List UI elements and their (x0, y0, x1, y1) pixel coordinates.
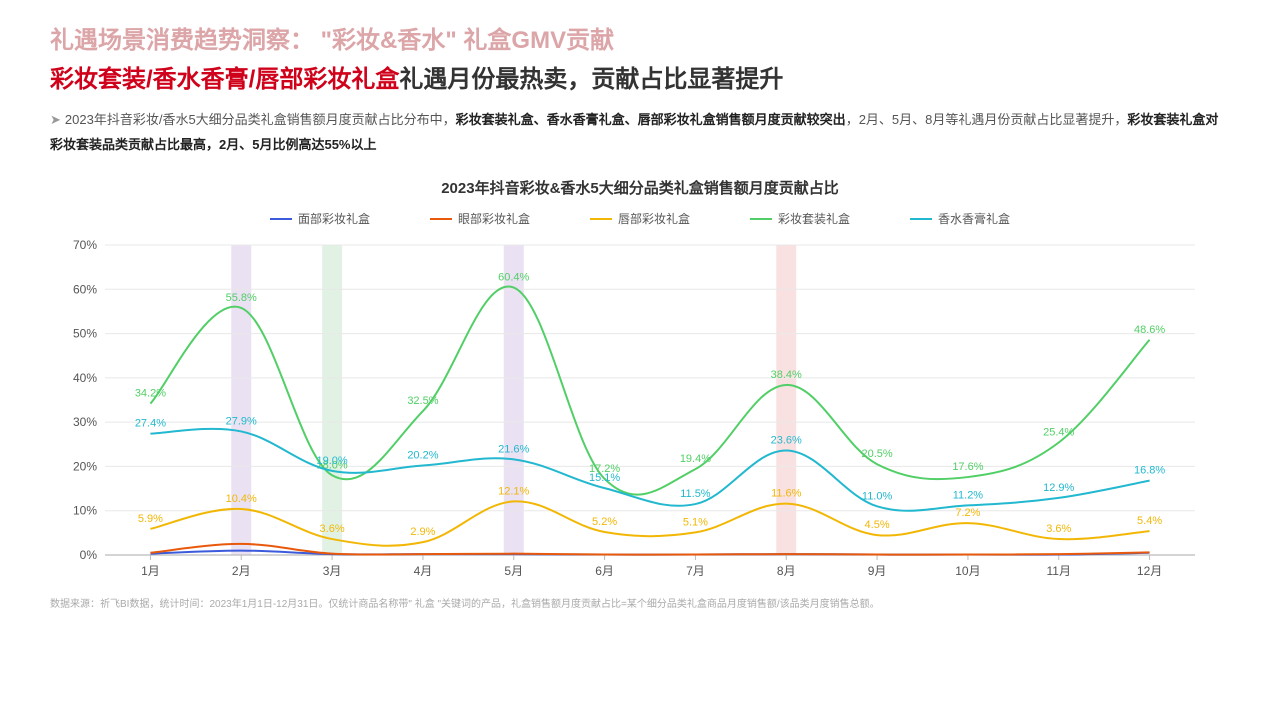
title-line1: 礼遇场景消费趋势洞察： "彩妆&香水" 礼盒GMV贡献 (50, 20, 1230, 55)
svg-text:60.4%: 60.4% (498, 272, 529, 284)
svg-text:17.6%: 17.6% (952, 461, 983, 473)
svg-text:21.6%: 21.6% (498, 444, 529, 456)
legend-label: 彩妆套装礼盒 (778, 210, 850, 227)
desc-pre: 2023年抖音彩妆/香水5大细分品类礼盒销售额月度贡献占比分布中， (65, 112, 456, 127)
svg-text:7.2%: 7.2% (955, 507, 980, 519)
legend-swatch (270, 218, 292, 221)
svg-text:10%: 10% (73, 504, 97, 518)
legend-swatch (590, 218, 612, 221)
title-line2-black: 礼遇月份最热卖，贡献占比显著提升 (399, 66, 783, 93)
svg-text:4.5%: 4.5% (865, 519, 890, 531)
svg-text:27.9%: 27.9% (226, 416, 257, 428)
svg-text:38.4%: 38.4% (771, 369, 802, 381)
svg-text:3月: 3月 (323, 564, 342, 578)
legend-item: 香水香膏礼盒 (910, 210, 1010, 227)
legend-item: 唇部彩妆礼盒 (590, 210, 690, 227)
svg-text:11月: 11月 (1047, 564, 1071, 578)
svg-text:12.1%: 12.1% (498, 486, 529, 498)
svg-text:20.5%: 20.5% (861, 449, 892, 461)
svg-text:1月: 1月 (141, 564, 160, 578)
svg-text:19.4%: 19.4% (680, 453, 711, 465)
legend-swatch (750, 218, 772, 221)
svg-text:0%: 0% (80, 548, 98, 562)
svg-text:15.1%: 15.1% (589, 473, 620, 485)
svg-text:6月: 6月 (595, 564, 614, 578)
svg-text:19.0%: 19.0% (316, 455, 347, 467)
header-block: 礼遇场景消费趋势洞察： "彩妆&香水" 礼盒GMV贡献 彩妆套装/香水香膏/唇部… (50, 20, 1230, 94)
legend-label: 面部彩妆礼盒 (298, 210, 370, 227)
legend-item: 彩妆套装礼盒 (750, 210, 850, 227)
legend-label: 唇部彩妆礼盒 (618, 210, 690, 227)
svg-text:12.9%: 12.9% (1043, 482, 1074, 494)
svg-text:11.2%: 11.2% (953, 490, 984, 502)
svg-text:27.4%: 27.4% (135, 418, 166, 430)
line-chart: 0% 10% 20% 30% 40% 50% 60% 70% 1月 2月 3月 4月 5月 6月 7月 8月 9… (65, 235, 1215, 585)
svg-text:30%: 30% (73, 416, 97, 430)
svg-text:2.9%: 2.9% (410, 527, 435, 539)
bullet-icon: ➤ (50, 112, 61, 127)
svg-text:8月: 8月 (777, 564, 796, 578)
svg-text:16.8%: 16.8% (1134, 465, 1165, 477)
legend-item: 眼部彩妆礼盒 (430, 210, 530, 227)
svg-text:5.2%: 5.2% (592, 516, 617, 528)
legend-swatch (910, 218, 932, 221)
svg-text:40%: 40% (73, 371, 97, 385)
chart-title: 2023年抖音彩妆&香水5大细分品类礼盒销售额月度贡献占比 (50, 177, 1230, 198)
svg-text:10.4%: 10.4% (226, 493, 257, 505)
svg-text:3.6%: 3.6% (1046, 523, 1071, 535)
chart-container: 0% 10% 20% 30% 40% 50% 60% 70% 1月 2月 3月 4月 5月 6月 7月 8月 9… (65, 235, 1215, 585)
description: ➤ 2023年抖音彩妆/香水5大细分品类礼盒销售额月度贡献占比分布中，彩妆套装礼盒… (50, 108, 1230, 157)
legend-label: 香水香膏礼盒 (938, 210, 1010, 227)
svg-text:9月: 9月 (868, 564, 887, 578)
svg-text:5.1%: 5.1% (683, 517, 708, 529)
svg-text:7月: 7月 (686, 564, 705, 578)
chart-legend: 面部彩妆礼盒 眼部彩妆礼盒 唇部彩妆礼盒 彩妆套装礼盒 香水香膏礼盒 (50, 210, 1230, 227)
svg-text:11.5%: 11.5% (680, 488, 711, 500)
svg-text:32.5%: 32.5% (407, 395, 438, 407)
legend-item: 面部彩妆礼盒 (270, 210, 370, 227)
desc-mid: ，2月、5月、8月等礼遇月份贡献占比显著提升， (846, 112, 1128, 127)
svg-text:20%: 20% (73, 460, 97, 474)
svg-text:55.8%: 55.8% (226, 292, 257, 304)
svg-text:34.2%: 34.2% (135, 388, 166, 400)
svg-text:60%: 60% (73, 283, 97, 297)
svg-text:50%: 50% (73, 327, 97, 341)
svg-text:10月: 10月 (955, 564, 980, 578)
svg-text:20.2%: 20.2% (407, 450, 438, 462)
svg-text:25.4%: 25.4% (1043, 427, 1074, 439)
svg-text:11.6%: 11.6% (771, 488, 802, 500)
svg-text:11.0%: 11.0% (862, 491, 893, 503)
svg-text:70%: 70% (73, 238, 97, 252)
title-line2-red: 彩妆套装/香水香膏/唇部彩妆礼盒 (50, 66, 399, 93)
svg-text:5.4%: 5.4% (1137, 515, 1162, 527)
source-note: 数据来源：祈飞BI数据，统计时间：2023年1月1日-12月31日。仅统计商品名… (50, 595, 1230, 610)
title-line2: 彩妆套装/香水香膏/唇部彩妆礼盒礼遇月份最热卖，贡献占比显著提升 (50, 59, 1230, 94)
legend-label: 眼部彩妆礼盒 (458, 210, 530, 227)
legend-swatch (430, 218, 452, 221)
svg-text:5月: 5月 (504, 564, 523, 578)
svg-text:5.9%: 5.9% (138, 513, 163, 525)
svg-text:48.6%: 48.6% (1134, 324, 1165, 336)
svg-text:12月: 12月 (1137, 564, 1162, 578)
svg-text:23.6%: 23.6% (771, 435, 802, 447)
desc-bold1: 彩妆套装礼盒、香水香膏礼盒、唇部彩妆礼盒销售额月度贡献较突出 (456, 112, 846, 127)
svg-text:2月: 2月 (232, 564, 251, 578)
svg-text:4月: 4月 (414, 564, 433, 578)
svg-text:3.6%: 3.6% (320, 523, 345, 535)
